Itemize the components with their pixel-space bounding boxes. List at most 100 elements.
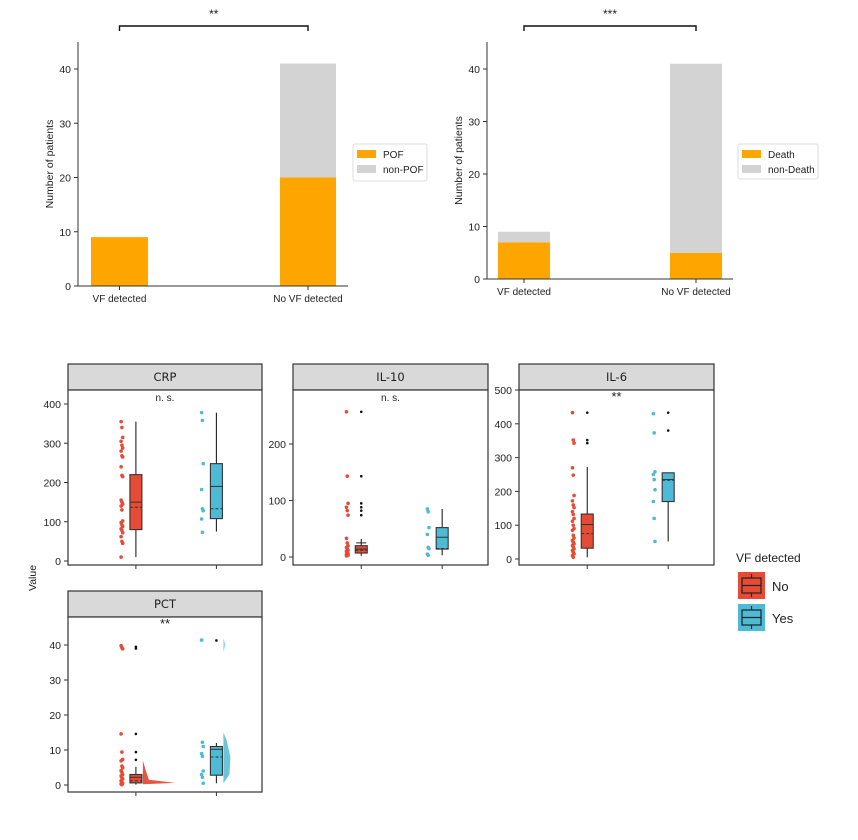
data-point — [201, 461, 206, 466]
data-point — [199, 772, 204, 777]
outlier-point — [359, 502, 363, 505]
y-tick-label: 0 — [55, 556, 61, 568]
data-point — [201, 744, 206, 749]
facet-title: CRP — [154, 370, 177, 384]
x-tick-label: VF detected — [497, 287, 551, 298]
data-point — [199, 487, 204, 492]
y-tick-label: 0 — [65, 281, 71, 293]
data-point — [120, 425, 124, 430]
data-point — [199, 410, 204, 415]
y-tick-label: 0 — [55, 780, 61, 792]
bar-segment — [670, 63, 722, 253]
data-point — [345, 508, 350, 513]
y-tick-label: 200 — [494, 486, 512, 498]
data-point — [120, 750, 124, 754]
y-tick-label: 200 — [43, 478, 61, 490]
legend: Death non-Death — [737, 143, 819, 180]
box — [209, 463, 223, 520]
significance-label: ** — [209, 7, 219, 21]
outlier-point — [666, 411, 670, 414]
y-tick-label: 10 — [59, 227, 71, 239]
y-tick-label: 200 — [268, 439, 286, 451]
data-point — [200, 754, 205, 759]
y-tick-label: 30 — [59, 118, 71, 130]
bar-segment — [280, 63, 336, 178]
legend-label: No — [772, 579, 789, 594]
data-point — [120, 435, 125, 440]
outlier-point — [585, 441, 589, 445]
data-point — [201, 769, 206, 773]
data-point — [651, 411, 656, 416]
data-point — [345, 541, 350, 545]
data-point — [119, 449, 123, 453]
facet-strip — [292, 363, 489, 391]
legend-label: POF — [383, 150, 404, 161]
y-tick-label: 0 — [506, 554, 512, 566]
data-point — [200, 775, 205, 780]
data-point — [120, 782, 124, 787]
data-point — [120, 530, 125, 535]
outlier-point — [134, 750, 138, 754]
significance-label: ** — [160, 616, 170, 631]
data-point — [199, 638, 204, 642]
data-point — [570, 509, 575, 514]
bar-segment — [280, 177, 336, 286]
legend-label: non-POF — [383, 165, 424, 176]
y-tick-label: 30 — [468, 117, 480, 129]
y-tick-label: 100 — [494, 520, 512, 532]
data-point — [570, 499, 575, 503]
y-tick-label: 40 — [49, 640, 61, 652]
outlier-point — [134, 732, 138, 736]
bar-chart-1: VF detected No VF detected 0 10 20 30 40 Number… — [44, 7, 428, 305]
bar-segment — [670, 252, 722, 279]
y-tick-label: 20 — [49, 710, 61, 722]
data-point — [426, 553, 430, 558]
facet-strip — [67, 363, 263, 391]
y-tick-label: 400 — [494, 419, 512, 431]
bar-segment — [498, 242, 550, 279]
box — [129, 773, 143, 784]
legend-swatch — [357, 165, 376, 173]
facet-panel-il6: IL-6 ** 0 100 200 300 400 500 — [494, 363, 715, 569]
data-point — [119, 534, 123, 539]
y-tick-label: 10 — [49, 745, 61, 757]
legend-label: Death — [768, 150, 795, 161]
data-point — [119, 439, 123, 444]
data-point — [120, 474, 125, 479]
y-tick-label: 10 — [468, 222, 480, 234]
significance-bracket — [118, 25, 309, 31]
data-point — [119, 465, 123, 469]
legend-label: non-Death — [768, 165, 815, 176]
outlier-point — [359, 505, 363, 509]
data-point — [652, 516, 656, 521]
legend-label: Yes — [772, 611, 794, 626]
facet-strip — [518, 363, 715, 391]
boxplot-legend: VF detected No Yes — [736, 551, 801, 631]
significance-label: ** — [611, 389, 621, 404]
data-point — [120, 647, 125, 651]
box — [580, 513, 594, 549]
box — [435, 527, 449, 550]
legend-swatch — [357, 150, 376, 158]
data-point — [427, 525, 431, 530]
density-shape — [142, 760, 175, 785]
data-point — [653, 469, 657, 474]
data-point — [119, 732, 123, 736]
y-tick-label: 400 — [43, 399, 61, 411]
data-point — [571, 533, 576, 538]
data-point — [571, 555, 576, 560]
facet-title: PCT — [154, 597, 177, 611]
data-point — [200, 740, 205, 745]
data-point — [572, 516, 576, 521]
data-point — [571, 438, 576, 442]
facet-panel-pct: PCT ** 0 10 20 30 40 — [49, 590, 263, 796]
data-point — [344, 536, 349, 541]
significance-bracket — [523, 25, 697, 31]
bar-segment — [91, 237, 148, 286]
data-point — [425, 532, 430, 537]
outlier-point — [134, 758, 138, 762]
facet-plot-area — [67, 389, 263, 566]
y-tick-label: 500 — [494, 385, 512, 397]
y-tick-label: 30 — [49, 675, 61, 687]
